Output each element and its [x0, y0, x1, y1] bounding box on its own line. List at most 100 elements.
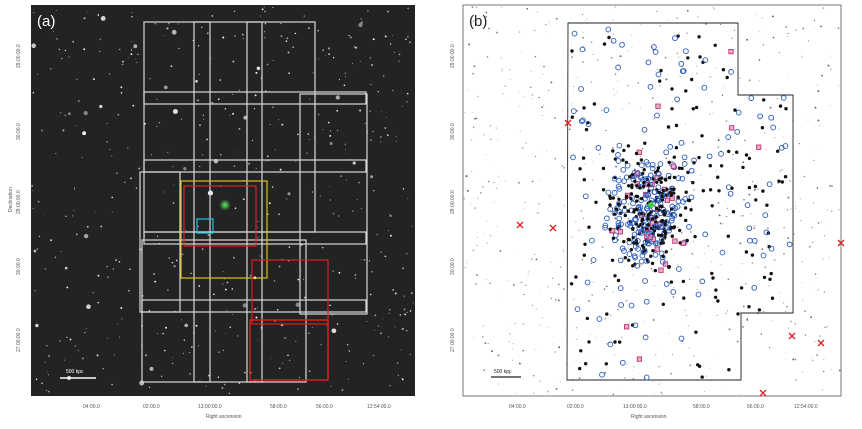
speck	[571, 389, 574, 391]
star	[345, 179, 347, 181]
speck	[545, 23, 547, 26]
speck	[787, 32, 789, 35]
speck	[573, 86, 575, 88]
star	[403, 308, 406, 311]
star	[278, 213, 280, 216]
speck	[470, 139, 473, 142]
member-galaxy-marker	[710, 271, 714, 276]
star	[238, 89, 240, 91]
member-galaxy-marker	[634, 151, 639, 156]
candidate-galaxy-marker	[757, 113, 763, 120]
star	[388, 336, 390, 338]
speck	[628, 187, 630, 189]
speck	[819, 124, 821, 126]
star	[223, 383, 226, 386]
star	[162, 332, 164, 335]
star	[41, 129, 43, 132]
star	[118, 260, 121, 263]
star	[172, 108, 178, 115]
star	[352, 210, 354, 212]
speck	[523, 293, 525, 296]
star	[272, 6, 274, 8]
candidate-galaxy-marker	[782, 143, 789, 149]
candidate-galaxy-marker	[657, 161, 664, 167]
speck	[772, 320, 773, 322]
star	[297, 388, 299, 390]
star	[121, 318, 123, 320]
star	[106, 337, 108, 339]
speck	[770, 320, 772, 322]
star	[282, 362, 283, 364]
star	[297, 278, 300, 281]
panel-a-xtick-1: 02:00.0	[143, 404, 160, 410]
star	[280, 22, 282, 25]
star	[185, 229, 187, 231]
speck	[592, 179, 594, 181]
star	[119, 48, 121, 51]
speck	[547, 285, 550, 288]
candidate-galaxy-marker	[632, 322, 639, 329]
speck	[814, 273, 817, 275]
speck	[758, 59, 761, 61]
speck	[701, 179, 703, 181]
member-galaxy-marker	[627, 238, 632, 242]
star	[260, 15, 262, 17]
panel-b-ytick-4: 27:00:00.0	[450, 328, 456, 352]
speck	[741, 214, 744, 217]
candidate-galaxy-marker	[645, 192, 652, 198]
star	[329, 199, 332, 201]
candidate-galaxy-marker	[748, 95, 755, 101]
speck	[586, 275, 588, 276]
speck	[578, 272, 580, 274]
speck	[741, 325, 744, 328]
speck	[602, 184, 604, 186]
star	[377, 325, 380, 327]
star	[130, 177, 133, 180]
member-galaxy-marker	[697, 155, 701, 160]
star	[224, 108, 227, 110]
speck	[800, 52, 802, 54]
speck	[515, 393, 516, 394]
speck	[543, 65, 545, 68]
star	[376, 233, 378, 236]
star	[198, 285, 201, 287]
member-galaxy-marker	[694, 330, 698, 334]
member-galaxy-marker	[670, 207, 674, 211]
candidate-galaxy-marker	[655, 71, 662, 78]
speck	[656, 10, 658, 13]
candidate-galaxy-marker	[621, 248, 627, 254]
member-galaxy-marker	[613, 340, 617, 344]
panel-a-red-footprint-3	[249, 319, 329, 381]
star	[207, 32, 209, 34]
star	[398, 60, 400, 62]
candidate-galaxy-marker	[641, 126, 648, 133]
speck	[767, 227, 769, 229]
member-galaxy-marker	[770, 296, 775, 300]
member-galaxy-marker	[701, 189, 705, 193]
member-galaxy-marker	[784, 107, 788, 111]
member-galaxy-marker	[578, 366, 582, 371]
candidate-galaxy-marker	[637, 204, 644, 210]
speck	[685, 314, 688, 317]
member-galaxy-marker	[650, 261, 655, 266]
speck	[772, 15, 774, 18]
candidate-galaxy-marker	[679, 175, 686, 182]
candidate-galaxy-marker	[590, 257, 597, 263]
spectroscopic-galaxy-marker	[664, 197, 670, 203]
speck	[731, 37, 733, 39]
speck	[785, 352, 787, 354]
member-galaxy-marker	[747, 305, 751, 309]
speck	[589, 333, 591, 335]
star	[173, 265, 176, 268]
star	[178, 47, 180, 50]
star	[409, 310, 412, 312]
candidate-galaxy-marker	[607, 206, 614, 213]
member-galaxy-marker	[726, 234, 730, 238]
speck	[582, 66, 584, 68]
star	[106, 141, 108, 143]
speck	[821, 74, 823, 77]
star	[60, 112, 62, 114]
speck	[557, 299, 560, 302]
candidate-galaxy-marker	[659, 193, 666, 200]
speck	[787, 196, 790, 199]
